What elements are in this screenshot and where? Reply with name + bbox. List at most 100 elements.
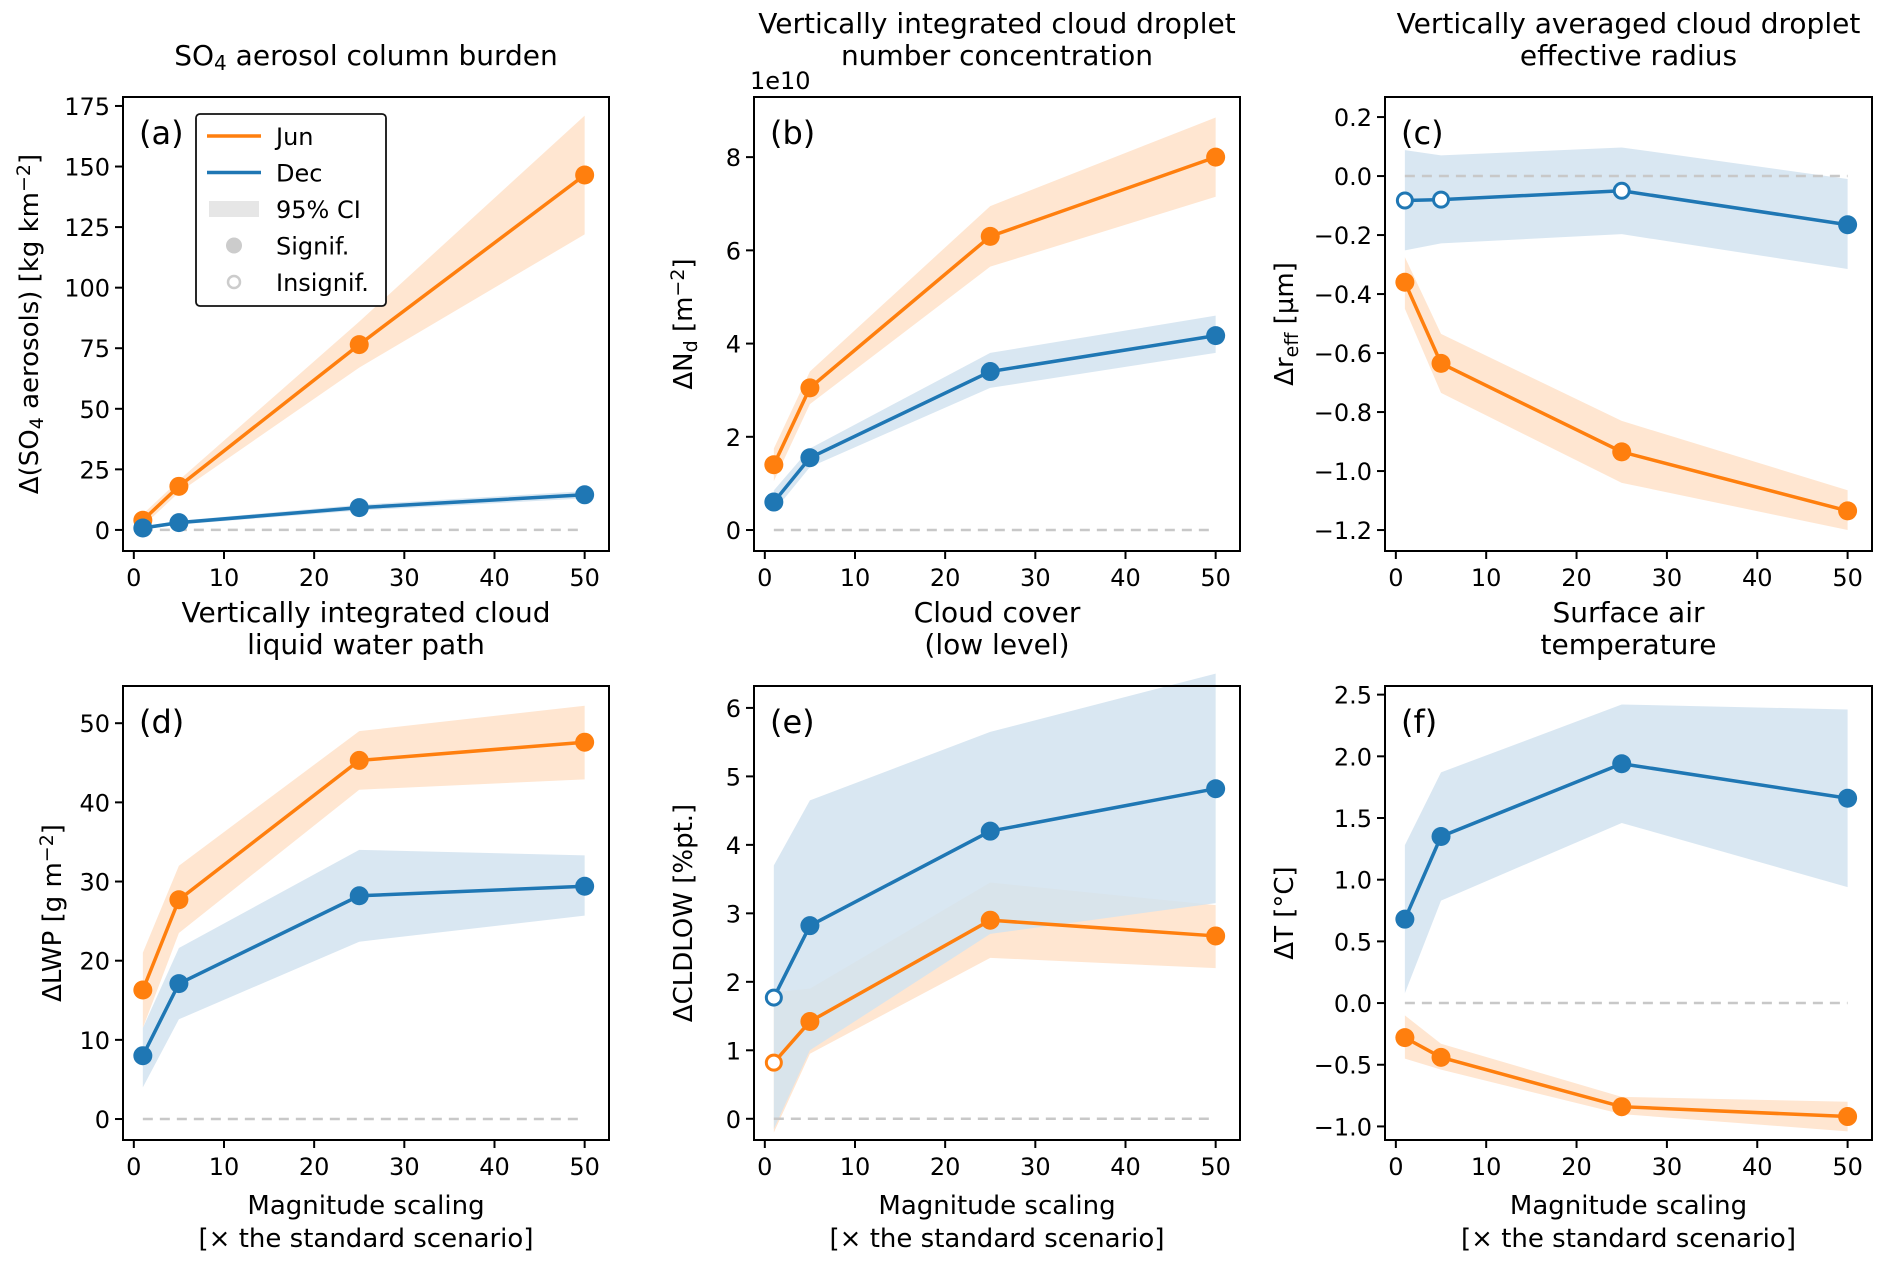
series-line-dec bbox=[142, 493, 585, 530]
title-line: (low level) bbox=[924, 628, 1069, 661]
y-axis-label: ΔNd [m−2] bbox=[667, 258, 701, 389]
ci-band-dec bbox=[773, 315, 1216, 512]
y-tick-label: 30 bbox=[79, 869, 110, 897]
x-tick-label: 20 bbox=[930, 564, 961, 592]
data-point-significant bbox=[1431, 353, 1451, 373]
y-tick-label: 6 bbox=[726, 237, 741, 265]
data-point-significant bbox=[349, 750, 369, 770]
x-tick-label: 30 bbox=[1020, 1153, 1051, 1181]
y-tick-label: 1.0 bbox=[1334, 867, 1372, 895]
data-point-insignificant bbox=[1395, 191, 1414, 210]
data-point-significant bbox=[980, 821, 1000, 841]
data-point-significant bbox=[133, 1046, 153, 1066]
data-point-significant bbox=[169, 513, 189, 533]
data-point-significant bbox=[800, 1012, 820, 1032]
series-line-jun bbox=[141, 740, 585, 991]
data-point-significant bbox=[1838, 788, 1858, 808]
title-line: Surface air bbox=[1552, 596, 1705, 629]
ylabel-text: Δr bbox=[1270, 357, 1300, 386]
title-subscript: 4 bbox=[214, 51, 227, 75]
data-point-significant bbox=[349, 886, 369, 906]
x-tick-label: 30 bbox=[389, 1153, 420, 1181]
data-point-significant bbox=[1395, 1028, 1415, 1048]
y-tick-label: 4 bbox=[726, 832, 741, 860]
axes-frame bbox=[122, 685, 610, 1141]
series-line-dec bbox=[1403, 761, 1848, 920]
x-tick-label: 40 bbox=[479, 564, 510, 592]
y-tick-label: 175 bbox=[64, 93, 110, 121]
series-line-jun bbox=[1404, 1036, 1848, 1119]
data-point-significant bbox=[1206, 926, 1226, 946]
x-tick-label: 50 bbox=[1832, 1153, 1863, 1181]
xlabel-line: [× the standard scenario] bbox=[830, 1224, 1165, 1254]
y-tick-label: 25 bbox=[79, 456, 110, 484]
legend-filled-marker bbox=[226, 237, 242, 254]
ylabel-text: ] bbox=[15, 154, 45, 164]
axes-frame bbox=[753, 96, 1241, 552]
y-tick-label: 4 bbox=[726, 331, 741, 359]
xlabel-line: Magnitude scaling bbox=[1510, 1191, 1747, 1221]
panel-letter: (e) bbox=[770, 703, 815, 741]
series-line-dec bbox=[772, 786, 1216, 999]
data-point-significant bbox=[575, 165, 595, 185]
data-point-significant bbox=[1838, 501, 1858, 521]
data-point-significant bbox=[764, 492, 784, 512]
y-tick-label: 0.2 bbox=[1334, 104, 1372, 132]
x-tick-label: 50 bbox=[569, 564, 600, 592]
panel-title: Vertically integrated cloud droplet numbe… bbox=[758, 7, 1235, 72]
ylabel-text: ΔN bbox=[669, 352, 699, 389]
y-tick-label: 0.0 bbox=[1334, 163, 1372, 191]
panel-title: SO4 aerosol column burden bbox=[174, 39, 558, 75]
data-point-insignificant bbox=[1612, 181, 1631, 200]
y-tick-label: 0 bbox=[726, 1106, 741, 1134]
legend-label: Dec bbox=[276, 160, 322, 188]
y-tick-label: 75 bbox=[79, 335, 110, 363]
data-point-significant bbox=[1395, 909, 1415, 929]
legend-label: Jun bbox=[274, 123, 314, 151]
y-tick-label: 3 bbox=[726, 900, 741, 928]
x-tick-label: 0 bbox=[126, 564, 141, 592]
y-tick-label: −0.8 bbox=[1314, 399, 1372, 427]
x-tick-label: 50 bbox=[569, 1153, 600, 1181]
x-tick-label: 10 bbox=[1471, 1153, 1502, 1181]
y-tick-label: 8 bbox=[726, 144, 741, 172]
data-point-insignificant bbox=[764, 1053, 783, 1072]
ylabel-subscript: 4 bbox=[26, 417, 48, 429]
ci-band-dec bbox=[1404, 704, 1848, 994]
axes-frame bbox=[1384, 96, 1873, 552]
title-line: temperature bbox=[1541, 628, 1717, 661]
y-tick-label: 2.5 bbox=[1334, 682, 1372, 710]
data-point-significant bbox=[980, 362, 1000, 382]
data-point-significant bbox=[764, 455, 784, 475]
y-tick-label: −0.6 bbox=[1314, 340, 1372, 368]
ylabel-subscript: eff bbox=[1281, 332, 1303, 358]
x-tick-label: 50 bbox=[1832, 564, 1863, 592]
y-tick-label: 150 bbox=[64, 154, 110, 182]
data-point-significant bbox=[1612, 442, 1632, 462]
legend-open-marker bbox=[226, 274, 242, 290]
x-tick-label: 20 bbox=[299, 1153, 330, 1181]
ylabel-superscript: −2 bbox=[667, 269, 689, 297]
ylabel-text: aerosols) [kg km bbox=[15, 192, 45, 417]
data-point-significant bbox=[800, 916, 820, 936]
title-text: SO bbox=[174, 39, 214, 72]
ylabel-text: ΔT [°C] bbox=[1270, 866, 1300, 959]
ylabel-subscript: d bbox=[680, 340, 702, 352]
data-point-significant bbox=[1206, 147, 1226, 167]
ci-band-jun bbox=[1404, 1015, 1848, 1132]
ylabel-text: ΔCLDLOW [%pt.] bbox=[669, 804, 699, 1022]
title-line: Vertically integrated cloud droplet bbox=[758, 7, 1235, 40]
y-tick-label: 5 bbox=[726, 763, 741, 791]
y-tick-label: −1.2 bbox=[1314, 517, 1372, 545]
data-point-significant bbox=[575, 485, 595, 505]
xlabel-line: [× the standard scenario] bbox=[1461, 1224, 1796, 1254]
y-tick-label: −0.2 bbox=[1314, 222, 1372, 250]
ylabel-text: [µm] bbox=[1270, 262, 1300, 332]
ylabel-superscript: −2 bbox=[36, 834, 58, 862]
y-tick-label: 40 bbox=[79, 789, 110, 817]
y-axis-label: ΔT [°C] bbox=[1270, 866, 1300, 959]
y-tick-label: 1.5 bbox=[1334, 805, 1372, 833]
title-line: Vertically integrated cloud bbox=[182, 596, 551, 629]
title-text: aerosol column burden bbox=[227, 39, 558, 72]
panel-letter: (a) bbox=[139, 114, 184, 152]
